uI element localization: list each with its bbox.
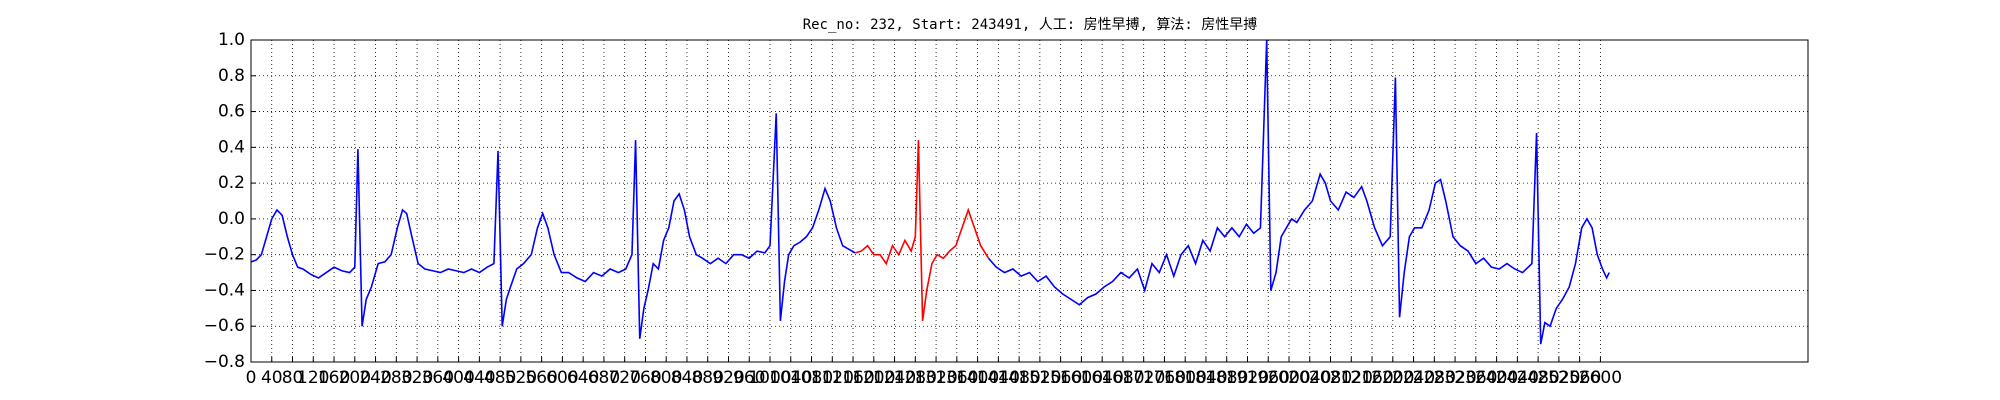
y-tick-label: −0.4 — [204, 280, 245, 300]
ecg-line — [854, 140, 990, 321]
x-tick-label: 760 — [629, 368, 661, 388]
x-tick-label: 920 — [712, 368, 744, 388]
x-tick-label: 2360 — [1454, 368, 1497, 388]
x-tick-label: 520 — [505, 368, 537, 388]
x-tick-label: 1960 — [1247, 368, 1290, 388]
x-tick-label: 2320 — [1433, 368, 1476, 388]
x-tick-label: 440 — [463, 368, 495, 388]
x-tick-label: 600 — [546, 368, 578, 388]
x-tick-label: 1360 — [935, 368, 978, 388]
x-tick-label: 2080 — [1309, 368, 1352, 388]
x-tick-label: 1320 — [914, 368, 957, 388]
x-tick-label: 560 — [525, 368, 557, 388]
x-tick-label: 480 — [484, 368, 516, 388]
y-tick-label: 0.2 — [218, 173, 245, 193]
y-tick-label: 0.4 — [218, 137, 245, 157]
y-tick-label: −0.8 — [204, 352, 245, 372]
x-tick-label: 720 — [608, 368, 640, 388]
x-tick-label: 1640 — [1081, 368, 1124, 388]
x-tick-label: 840 — [671, 368, 703, 388]
x-tick-label: 360 — [422, 368, 454, 388]
x-tick-label: 400 — [442, 368, 474, 388]
x-tick-label: 640 — [567, 368, 599, 388]
x-tick-label: 2200 — [1371, 368, 1414, 388]
x-tick-label: 2000 — [1267, 368, 1310, 388]
y-tick-label: −0.6 — [204, 316, 245, 336]
x-tick-label: 1800 — [1164, 368, 1207, 388]
x-tick-label: 1480 — [997, 368, 1040, 388]
x-tick-label: 2560 — [1558, 368, 1601, 388]
y-tick-label: 0.0 — [218, 209, 245, 229]
x-tick-label: 2240 — [1392, 368, 1435, 388]
x-tick-label: 2400 — [1475, 368, 1518, 388]
x-tick-label: 800 — [650, 368, 682, 388]
x-tick-label: 2600 — [1579, 368, 1622, 388]
x-tick-label: 1600 — [1060, 368, 1103, 388]
x-tick-label: 1080 — [790, 368, 833, 388]
x-tick-label: 1200 — [852, 368, 895, 388]
x-tick-label: 1560 — [1039, 368, 1082, 388]
x-tick-label: 2160 — [1350, 368, 1393, 388]
x-tick-label: 1680 — [1101, 368, 1144, 388]
x-tick-label: 2280 — [1413, 368, 1456, 388]
x-tick-label: 1280 — [894, 368, 937, 388]
x-tick-label: 80 — [282, 368, 304, 388]
x-tick-label: 1880 — [1205, 368, 1248, 388]
x-tick-label: 2440 — [1496, 368, 1539, 388]
x-tick-label: 1720 — [1122, 368, 1165, 388]
x-tick-label: 1400 — [956, 368, 999, 388]
chart-title: Rec_no: 232, Start: 243491, 人工: 房性早搏, 算法… — [803, 16, 1258, 33]
y-tick-label: 0.8 — [218, 66, 245, 86]
x-tick-label: 2120 — [1330, 368, 1373, 388]
x-tick-label: 1440 — [977, 368, 1020, 388]
x-tick-label: 1160 — [831, 368, 874, 388]
x-tick-label: 2040 — [1288, 368, 1331, 388]
x-tick-label: 960 — [733, 368, 765, 388]
x-tick-label: 680 — [588, 368, 620, 388]
plot-frame — [250, 39, 1809, 363]
x-tick-label: 120 — [297, 368, 329, 388]
ecg-line — [250, 39, 1610, 345]
x-tick-label: 880 — [691, 368, 723, 388]
x-tick-label: 1040 — [769, 368, 812, 388]
x-tick-label: 240 — [359, 368, 391, 388]
x-tick-label: 40 — [261, 368, 283, 388]
x-tick-label: 1920 — [1226, 368, 1269, 388]
x-tick-label: 200 — [339, 368, 371, 388]
x-tick-label: 0 — [246, 368, 257, 388]
x-tick-label: 2480 — [1516, 368, 1559, 388]
x-tick-label: 1000 — [748, 368, 791, 388]
x-tick-label: 280 — [380, 368, 412, 388]
x-tick-label: 320 — [401, 368, 433, 388]
x-tick-label: 1520 — [1018, 368, 1061, 388]
x-tick-label: 160 — [318, 368, 350, 388]
y-tick-label: 1.0 — [218, 30, 245, 50]
x-tick-label: 1240 — [873, 368, 916, 388]
y-tick-label: 0.6 — [218, 102, 245, 122]
y-tick-label: −0.2 — [204, 245, 245, 265]
x-tick-label: 2520 — [1537, 368, 1580, 388]
x-tick-label: 1840 — [1184, 368, 1227, 388]
x-tick-label: 1120 — [811, 368, 854, 388]
x-tick-label: 1760 — [1143, 368, 1186, 388]
